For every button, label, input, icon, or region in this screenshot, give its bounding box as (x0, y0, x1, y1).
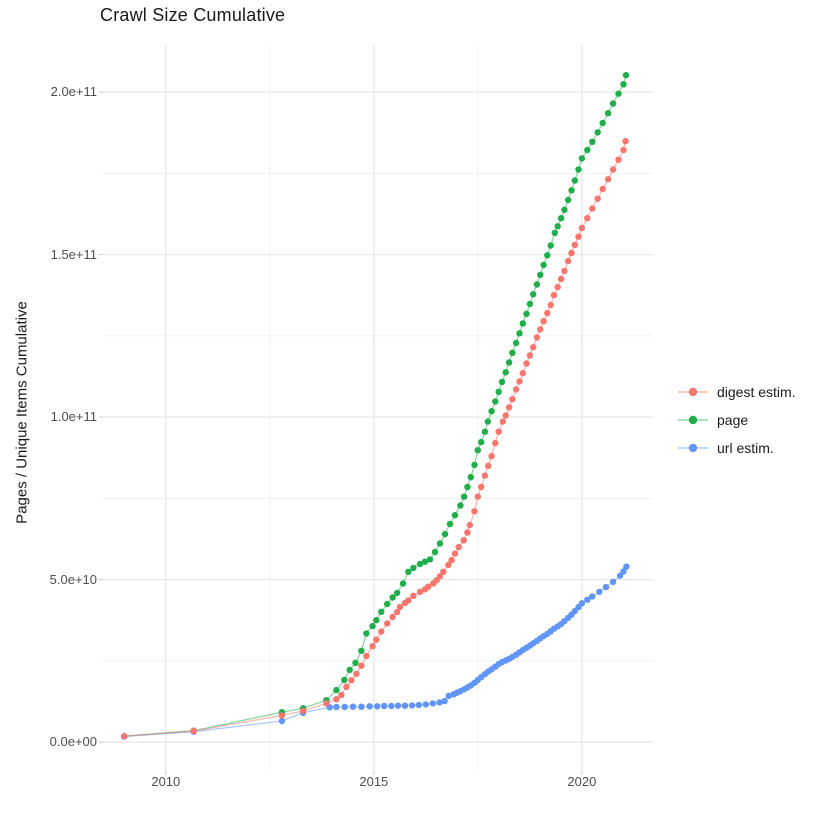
series-page (121, 72, 630, 740)
series-digest-estim (121, 138, 629, 740)
y-tick-label: 1.0e+11 (50, 409, 97, 425)
legend-entry-page: page (676, 411, 796, 429)
legend-key-icon (678, 387, 708, 397)
legend: digest estim. page url estim. (676, 383, 796, 467)
x-tick-label: 2010 (151, 774, 181, 789)
series-line (124, 566, 627, 738)
legend-label: url estim. (717, 440, 774, 456)
legend-entry-url-estim: url estim. (676, 439, 796, 457)
x-tick-label: 2015 (359, 774, 389, 789)
x-tick-label: 2020 (567, 774, 597, 789)
y-tick-label: 5.0e+10 (49, 571, 97, 587)
y-tick-label: 2.0e+11 (50, 84, 97, 100)
legend-label: digest estim. (717, 384, 796, 400)
legend-label: page (717, 412, 749, 428)
axis-ticks (99, 91, 583, 775)
legend-key-icon (678, 443, 708, 453)
legend-key-icon (678, 415, 708, 425)
series-url-estim (121, 563, 630, 740)
y-tick-label: 0.0e+00 (49, 734, 97, 750)
legend-entry-digest-estim: digest estim. (676, 383, 796, 401)
chart-title: Crawl Size Cumulative (100, 5, 286, 25)
major-gridlines (103, 45, 653, 771)
minor-gridlines (103, 45, 653, 771)
y-tick-label: 1.5e+11 (50, 246, 97, 262)
